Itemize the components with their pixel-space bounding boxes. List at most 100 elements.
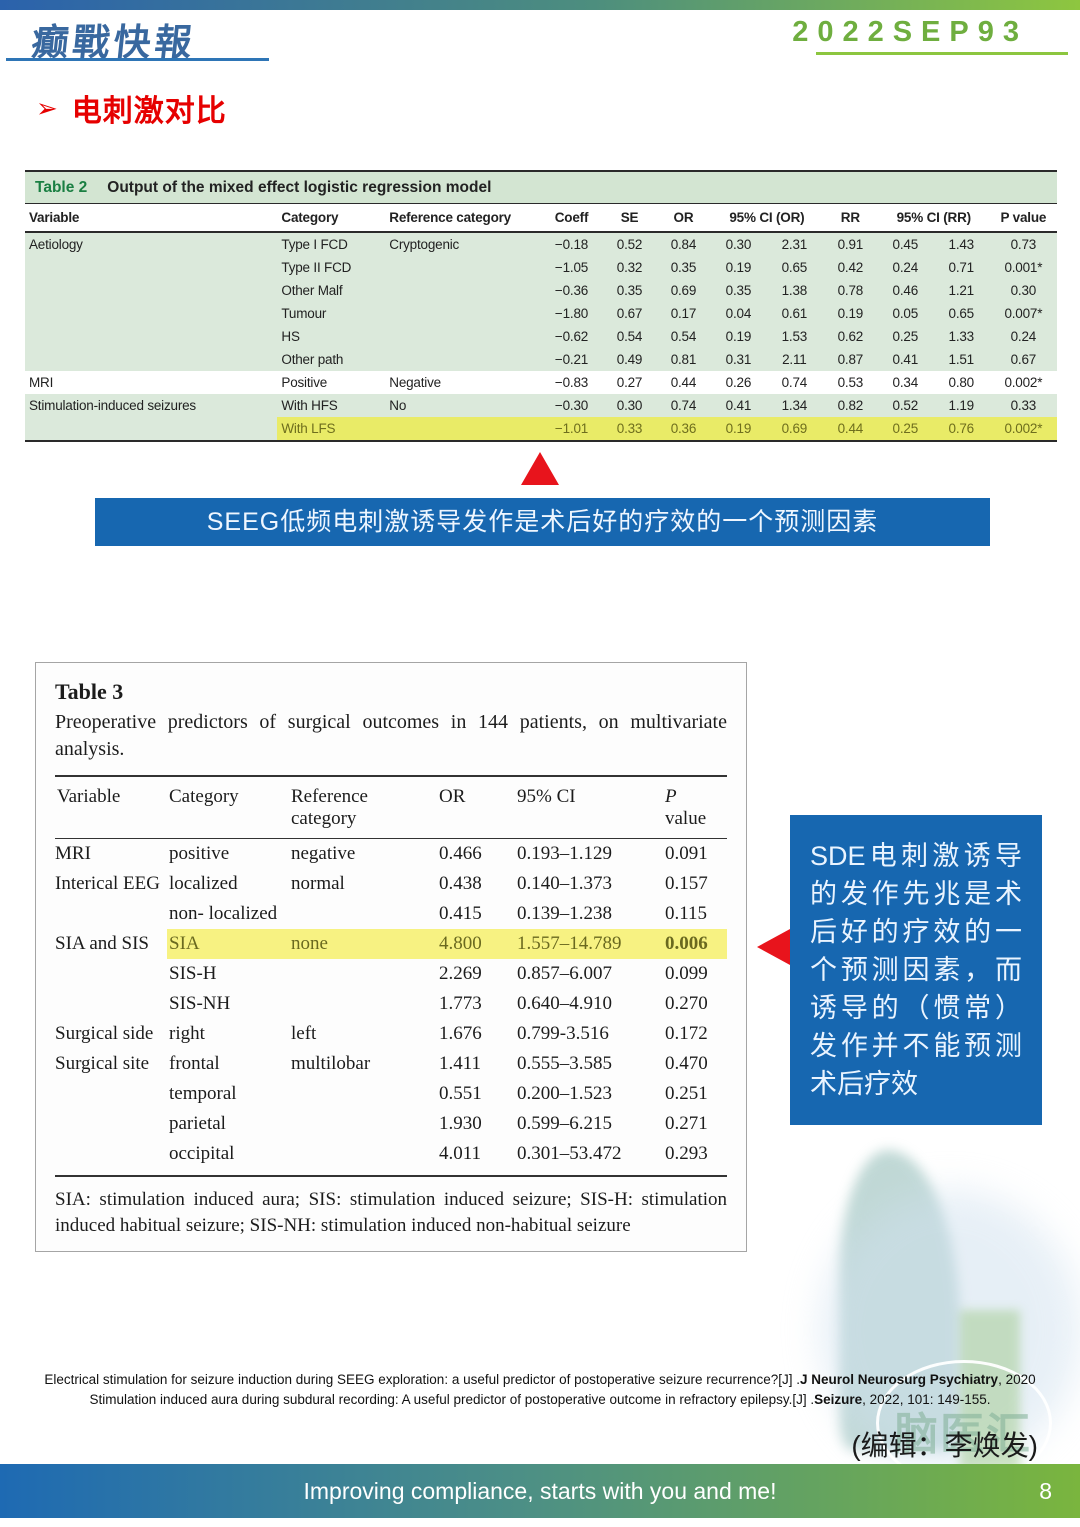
table-cell: 0.172 [665,1023,708,1044]
table-cell: 0.54 [655,325,711,348]
table-cell [55,899,167,929]
table-cell: frontal [169,1053,220,1074]
table3-grid: Variable Category Reference category OR … [55,775,727,1169]
table-row: SIS-H 2.269 0.857–6.007 0.099 [55,959,727,989]
table-cell: 0.87 [822,348,878,371]
table-cell: 0.27 [603,371,656,394]
table-cell: SIA and SIS [55,933,149,954]
table-cell: 0.05 [877,302,933,325]
table-cell: 0.091 [665,843,708,864]
table-cell: 0.46 [877,279,933,302]
table-cell: 0.52 [877,394,933,417]
table2-titlebar: Table 2 Output of the mixed effect logist… [25,170,1057,204]
table-row: HS −0.62 0.54 0.54 0.19 1.53 0.62 0.25 1.33 0.24 [25,325,1057,348]
table-cell: 0.49 [603,348,656,371]
table-cell: 0.25 [877,325,933,348]
table-row: occipital 4.011 0.301–53.472 0.293 [55,1139,727,1169]
table-cell [55,1079,167,1109]
col-header: Coeff [539,204,604,233]
table-cell [55,959,167,989]
table-cell: SIA [167,929,289,959]
citation-line: Electrical stimulation for seizure induc… [44,1372,1036,1387]
top-gradient-strip [0,0,1080,10]
table-cell: 0.115 [665,903,708,924]
table-cell: 4.800 [437,929,515,959]
col-header: SE [603,204,656,233]
table-cell [385,417,540,440]
table-cell: HS [277,325,386,348]
table-cell: 1.34 [765,394,823,417]
table-row: SIS-NH 1.773 0.640–4.910 0.270 [55,989,727,1019]
table-cell: No [385,394,540,417]
table-cell: 0.301–53.472 [517,1143,622,1164]
table3-body: MRI positive negative 0.466 0.193–1.129 0.091… [55,839,727,1170]
table-cell [385,325,540,348]
table-row: MRI Positive Negative −0.83 0.27 0.44 0.26 0.74… [25,371,1057,394]
table-cell: 0.44 [822,417,878,440]
table-cell [289,1139,437,1169]
table-cell: 0.19 [710,256,766,279]
table-cell: SIS-NH [169,993,231,1014]
table-row: Type II FCD −1.05 0.32 0.35 0.19 0.65 0.42 0.24… [25,256,1057,279]
table-cell: 0.91 [822,232,878,256]
table-cell: 0.65 [765,256,823,279]
table-cell: 0.001* [989,256,1057,279]
table-cell: 0.44 [655,371,711,394]
table-cell: 0.04 [710,302,766,325]
col-header: Variable [25,204,278,233]
table-cell: 0.31 [710,348,766,371]
table-cell: 0.19 [710,325,766,348]
table-cell [289,989,437,1019]
table-cell: temporal [169,1083,237,1104]
col-header: 95% CI [515,775,663,839]
table-row: Other Malf −0.36 0.35 0.69 0.35 1.38 0.78 0.46 1… [25,279,1057,302]
table-cell: 1.411 [439,1053,482,1074]
table-cell: −0.30 [539,394,604,417]
table-cell [25,302,278,325]
table-cell: 0.099 [665,963,708,984]
col-header: RR [822,204,878,233]
table-cell: 0.35 [710,279,766,302]
col-header: Reference category [385,204,540,233]
table-cell: 0.34 [877,371,933,394]
table-cell: 0.002* [989,417,1057,440]
table-cell: 0.857–6.007 [517,963,612,984]
table-cell [385,302,540,325]
table-cell: 0.193–1.129 [517,843,612,864]
table-cell: Type I FCD [277,232,386,256]
table-cell: 0.69 [765,417,823,440]
table-cell: 0.71 [932,256,990,279]
table-cell: −1.80 [539,302,604,325]
table-cell: non- localized [169,903,278,924]
table-row: Aetiology Type I FCD Cryptogenic −0.18 0.52 0… [25,232,1057,256]
table-cell: 0.36 [655,417,711,440]
table-cell: 0.35 [603,279,656,302]
table-cell: 0.65 [932,302,990,325]
table-cell [289,1079,437,1109]
table3-footnote: SIA: stimulation induced aura; SIS: stim… [55,1189,727,1237]
table-cell: 0.251 [665,1083,708,1104]
table-cell: 0.640–4.910 [517,993,612,1014]
page-number: 8 [1039,1478,1052,1504]
table-row: non- localized 0.415 0.139–1.238 0.115 [55,899,727,929]
table-row: With LFS −1.01 0.33 0.36 0.19 0.69 0.44 0.25 0.7… [25,417,1057,440]
table-cell: MRI [55,843,91,864]
table-cell: Interical EEG [55,873,160,894]
table-cell: 0.42 [822,256,878,279]
col-header: Variable [55,775,167,839]
table-cell: 2.31 [765,232,823,256]
col-header: Reference category [289,775,437,839]
footer-bar: Improving compliance, starts with you an… [0,1464,1080,1518]
col-header: P value [989,204,1057,233]
table-cell [385,348,540,371]
table-cell: 0.139–1.238 [517,903,612,924]
table-cell: With LFS [277,417,386,440]
table-cell: 0.32 [603,256,656,279]
table-cell: 1.43 [932,232,990,256]
table-cell: 0.799-3.516 [517,1023,609,1044]
table-cell: Stimulation-induced seizures [25,394,278,417]
table-cell: 0.30 [603,394,656,417]
table-cell [55,1139,167,1169]
table-cell: 0.466 [439,843,482,864]
